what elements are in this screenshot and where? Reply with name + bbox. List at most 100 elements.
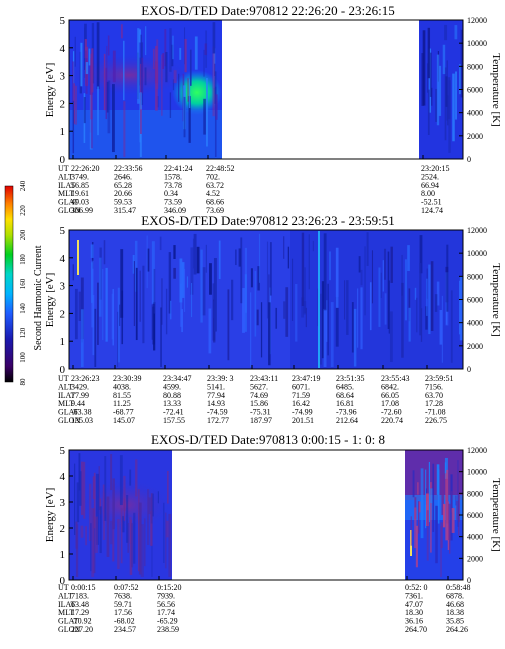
texture-streak bbox=[244, 274, 247, 332]
orbit-cell: 7183. bbox=[71, 591, 89, 600]
panel-1-y2label: Temperature [K] bbox=[490, 53, 502, 126]
texture-streak bbox=[256, 309, 259, 326]
texture-streak bbox=[458, 480, 460, 522]
orbit-cell: 6071. bbox=[292, 382, 310, 391]
texture-streak bbox=[91, 508, 95, 577]
orbit-cell: 73.59 bbox=[164, 198, 182, 207]
orbit-cell: 3749. bbox=[71, 172, 89, 181]
texture-streak bbox=[145, 26, 147, 56]
texture-streak bbox=[390, 246, 393, 283]
orbit-cell: -73.96 bbox=[336, 408, 357, 417]
texture-streak bbox=[401, 282, 404, 358]
texture-streak bbox=[459, 280, 461, 335]
texture-streak bbox=[206, 77, 208, 147]
texture-streak bbox=[152, 306, 155, 345]
texture-streak bbox=[162, 53, 165, 70]
y2tick-label: 0 bbox=[467, 365, 471, 374]
texture-streak bbox=[203, 98, 206, 135]
orbit-cell: 73.69 bbox=[206, 206, 224, 215]
panel-2-title: EXOS-D/TED Date:970812 23:26:23 - 23:59:… bbox=[141, 213, 394, 228]
texture-streak bbox=[430, 488, 433, 504]
orbit-cell: 15.86 bbox=[250, 399, 268, 408]
texture-streak bbox=[444, 457, 448, 479]
texture-streak bbox=[426, 278, 428, 316]
texture-streak bbox=[425, 306, 428, 330]
ytick-label: 5 bbox=[60, 15, 66, 27]
texture-streak bbox=[123, 40, 125, 101]
texture-streak bbox=[161, 278, 163, 325]
texture-streak bbox=[129, 519, 133, 575]
panel-2-yellow-marker bbox=[77, 240, 79, 275]
texture-streak bbox=[80, 461, 84, 515]
texture-streak bbox=[380, 272, 382, 298]
texture-streak bbox=[123, 475, 126, 511]
orbit-cell: 0.34 bbox=[164, 189, 178, 198]
texture-streak bbox=[189, 49, 192, 86]
orbit-cell: 7939. bbox=[157, 591, 175, 600]
texture-streak bbox=[457, 460, 459, 527]
texture-streak bbox=[235, 249, 237, 266]
texture-streak bbox=[119, 304, 121, 327]
orbit-cell: 6878. bbox=[446, 591, 464, 600]
colorbar-tick-label: 100 bbox=[19, 352, 27, 363]
orbit-cell: 0:52: 0 bbox=[405, 583, 427, 592]
orbit-cell: 1578. bbox=[164, 172, 182, 181]
orbit-cell: 63.48 bbox=[71, 600, 89, 609]
texture-streak bbox=[325, 300, 328, 342]
texture-streak bbox=[291, 258, 294, 321]
texture-streak bbox=[98, 466, 100, 511]
texture-streak bbox=[111, 293, 114, 340]
texture-streak bbox=[147, 489, 150, 546]
texture-streak bbox=[268, 274, 270, 304]
colorbar-gradient bbox=[4, 185, 14, 383]
ytick-label: 5 bbox=[60, 445, 66, 457]
orbit-cell: 18.38 bbox=[446, 608, 464, 617]
texture-streak bbox=[155, 45, 158, 111]
texture-streak bbox=[308, 234, 310, 290]
texture-streak bbox=[447, 503, 451, 541]
texture-streak bbox=[438, 65, 442, 116]
panel-2-y2ticks: 0 2000 4000 6000 8000 10000 12000 bbox=[459, 226, 487, 374]
texture-streak bbox=[295, 283, 298, 342]
orbit-cell: 71.59 bbox=[292, 391, 310, 400]
orbit-cell: 18.30 bbox=[405, 608, 423, 617]
y2tick-label: 0 bbox=[467, 155, 471, 164]
texture-streak bbox=[172, 35, 174, 60]
texture-streak bbox=[196, 246, 200, 274]
texture-streak bbox=[173, 267, 176, 279]
texture-streak bbox=[401, 254, 403, 296]
orbit-cell: 56.85 bbox=[71, 181, 89, 190]
y2tick-label: 12000 bbox=[467, 446, 487, 455]
texture-streak bbox=[418, 501, 420, 534]
orbit-cell: 23:20:15 bbox=[421, 164, 449, 173]
texture-streak bbox=[117, 311, 119, 367]
texture-streak bbox=[422, 30, 426, 106]
texture-streak bbox=[147, 248, 150, 272]
texture-streak bbox=[165, 52, 168, 83]
orbit-cell: 23:34:47 bbox=[163, 374, 191, 383]
texture-streak bbox=[105, 267, 108, 342]
panel-3-y2ticks: 0 2000 4000 6000 8000 10000 12000 bbox=[459, 446, 487, 585]
texture-streak bbox=[106, 496, 110, 557]
texture-streak bbox=[179, 47, 182, 60]
texture-streak bbox=[269, 242, 272, 296]
texture-streak bbox=[74, 288, 78, 340]
orbit-cell: 77.99 bbox=[71, 391, 89, 400]
colorbar-tick-label: 140 bbox=[19, 303, 27, 314]
orbit-cell: 145.07 bbox=[113, 416, 135, 425]
texture-streak bbox=[76, 482, 80, 523]
orbit-cell: 59.53 bbox=[114, 198, 132, 207]
texture-streak bbox=[329, 251, 331, 281]
texture-streak bbox=[213, 258, 217, 332]
y2tick-label: 6000 bbox=[467, 296, 483, 305]
texture-streak bbox=[93, 472, 96, 529]
texture-streak bbox=[429, 52, 432, 97]
texture-streak bbox=[137, 28, 140, 104]
texture-streak bbox=[436, 54, 440, 126]
orbit-cell: 226.75 bbox=[425, 416, 447, 425]
texture-streak bbox=[112, 84, 115, 153]
texture-streak bbox=[73, 83, 75, 124]
colorbar: 80 100 120 140 160 180 200 220 240 Second Harmon… bbox=[4, 180, 44, 386]
texture-streak bbox=[445, 76, 448, 107]
orbit-cell: 20.66 bbox=[114, 189, 132, 198]
